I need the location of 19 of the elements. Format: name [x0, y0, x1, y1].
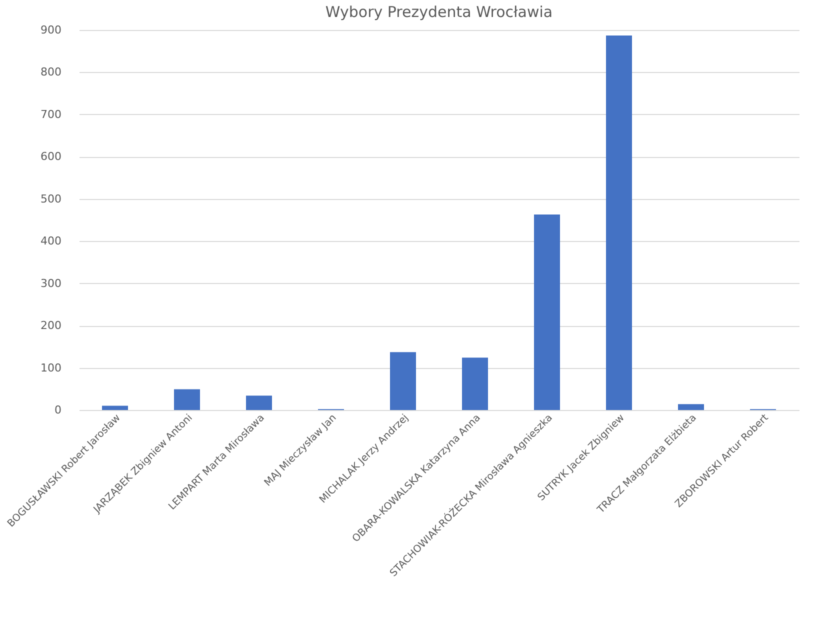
y-tick-label: 700 — [40, 108, 62, 121]
bar — [534, 214, 560, 410]
bar — [462, 358, 488, 410]
y-tick-label: 900 — [40, 24, 62, 36]
bar — [102, 406, 128, 410]
y-tick-label: 400 — [40, 234, 62, 248]
chart-title: Wybory Prezydenta Wrocławia — [325, 3, 553, 21]
bar — [678, 404, 704, 410]
bar — [390, 352, 416, 410]
y-tick-label: 600 — [40, 150, 62, 164]
y-tick-label: 500 — [40, 192, 62, 206]
y-tick-label: 0 — [54, 404, 62, 416]
y-tick-label: 300 — [40, 276, 62, 290]
y-tick-label: 100 — [40, 361, 62, 374]
bar — [174, 389, 200, 410]
bar — [606, 35, 632, 410]
y-tick-label: 800 — [40, 66, 62, 79]
bar — [246, 396, 272, 410]
y-tick-label: 200 — [40, 319, 62, 332]
